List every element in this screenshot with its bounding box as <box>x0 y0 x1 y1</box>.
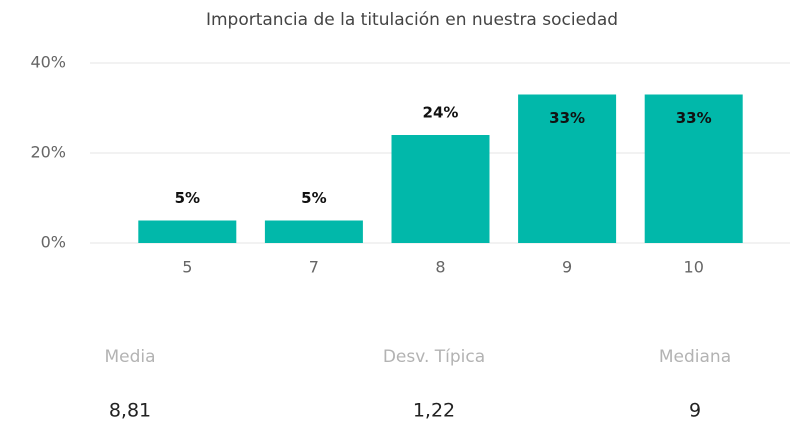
stat-label: Media <box>104 347 155 367</box>
chart-title: Importancia de la titulación en nuestra … <box>206 10 618 30</box>
x-tick-label: 10 <box>684 258 704 277</box>
y-tick-label: 20% <box>30 143 66 162</box>
data-label: 33% <box>676 109 712 127</box>
data-label: 5% <box>301 189 326 207</box>
y-tick-label: 40% <box>30 53 66 72</box>
x-tick-label: 8 <box>435 258 445 277</box>
bar <box>138 220 237 243</box>
bar <box>518 94 617 243</box>
data-label: 5% <box>175 189 200 207</box>
stat-value: 8,81 <box>109 400 151 422</box>
stat-value: 1,22 <box>413 400 455 422</box>
x-tick-label: 7 <box>309 258 319 277</box>
bar <box>391 135 490 243</box>
y-tick-label: 0% <box>41 233 66 252</box>
bar <box>264 220 363 243</box>
data-label: 33% <box>549 109 585 127</box>
stat-label: Desv. Típica <box>383 347 485 367</box>
bar <box>644 94 743 243</box>
x-tick-label: 5 <box>182 258 192 277</box>
stat-label: Mediana <box>659 347 731 367</box>
data-label: 24% <box>423 104 459 122</box>
stat-value: 9 <box>689 400 701 422</box>
x-tick-label: 9 <box>562 258 572 277</box>
